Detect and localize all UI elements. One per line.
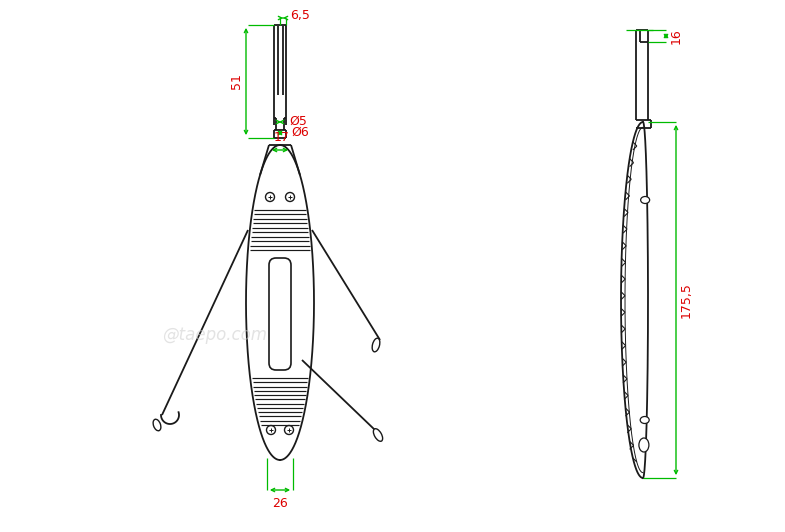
Text: @taepo.com: @taepo.com bbox=[162, 326, 268, 344]
Text: 6,5: 6,5 bbox=[290, 10, 310, 22]
Ellipse shape bbox=[372, 338, 380, 352]
FancyBboxPatch shape bbox=[269, 258, 291, 370]
Text: 26: 26 bbox=[272, 497, 288, 510]
Text: 16: 16 bbox=[670, 28, 683, 44]
Text: 51: 51 bbox=[230, 73, 243, 89]
Ellipse shape bbox=[641, 196, 650, 204]
Text: Ø5: Ø5 bbox=[289, 114, 307, 128]
Ellipse shape bbox=[153, 419, 161, 431]
Text: 17: 17 bbox=[274, 131, 290, 144]
Ellipse shape bbox=[374, 429, 382, 442]
Text: Ø6: Ø6 bbox=[291, 126, 309, 138]
Ellipse shape bbox=[639, 438, 649, 452]
Text: 175,5: 175,5 bbox=[680, 282, 693, 318]
Ellipse shape bbox=[641, 417, 649, 423]
